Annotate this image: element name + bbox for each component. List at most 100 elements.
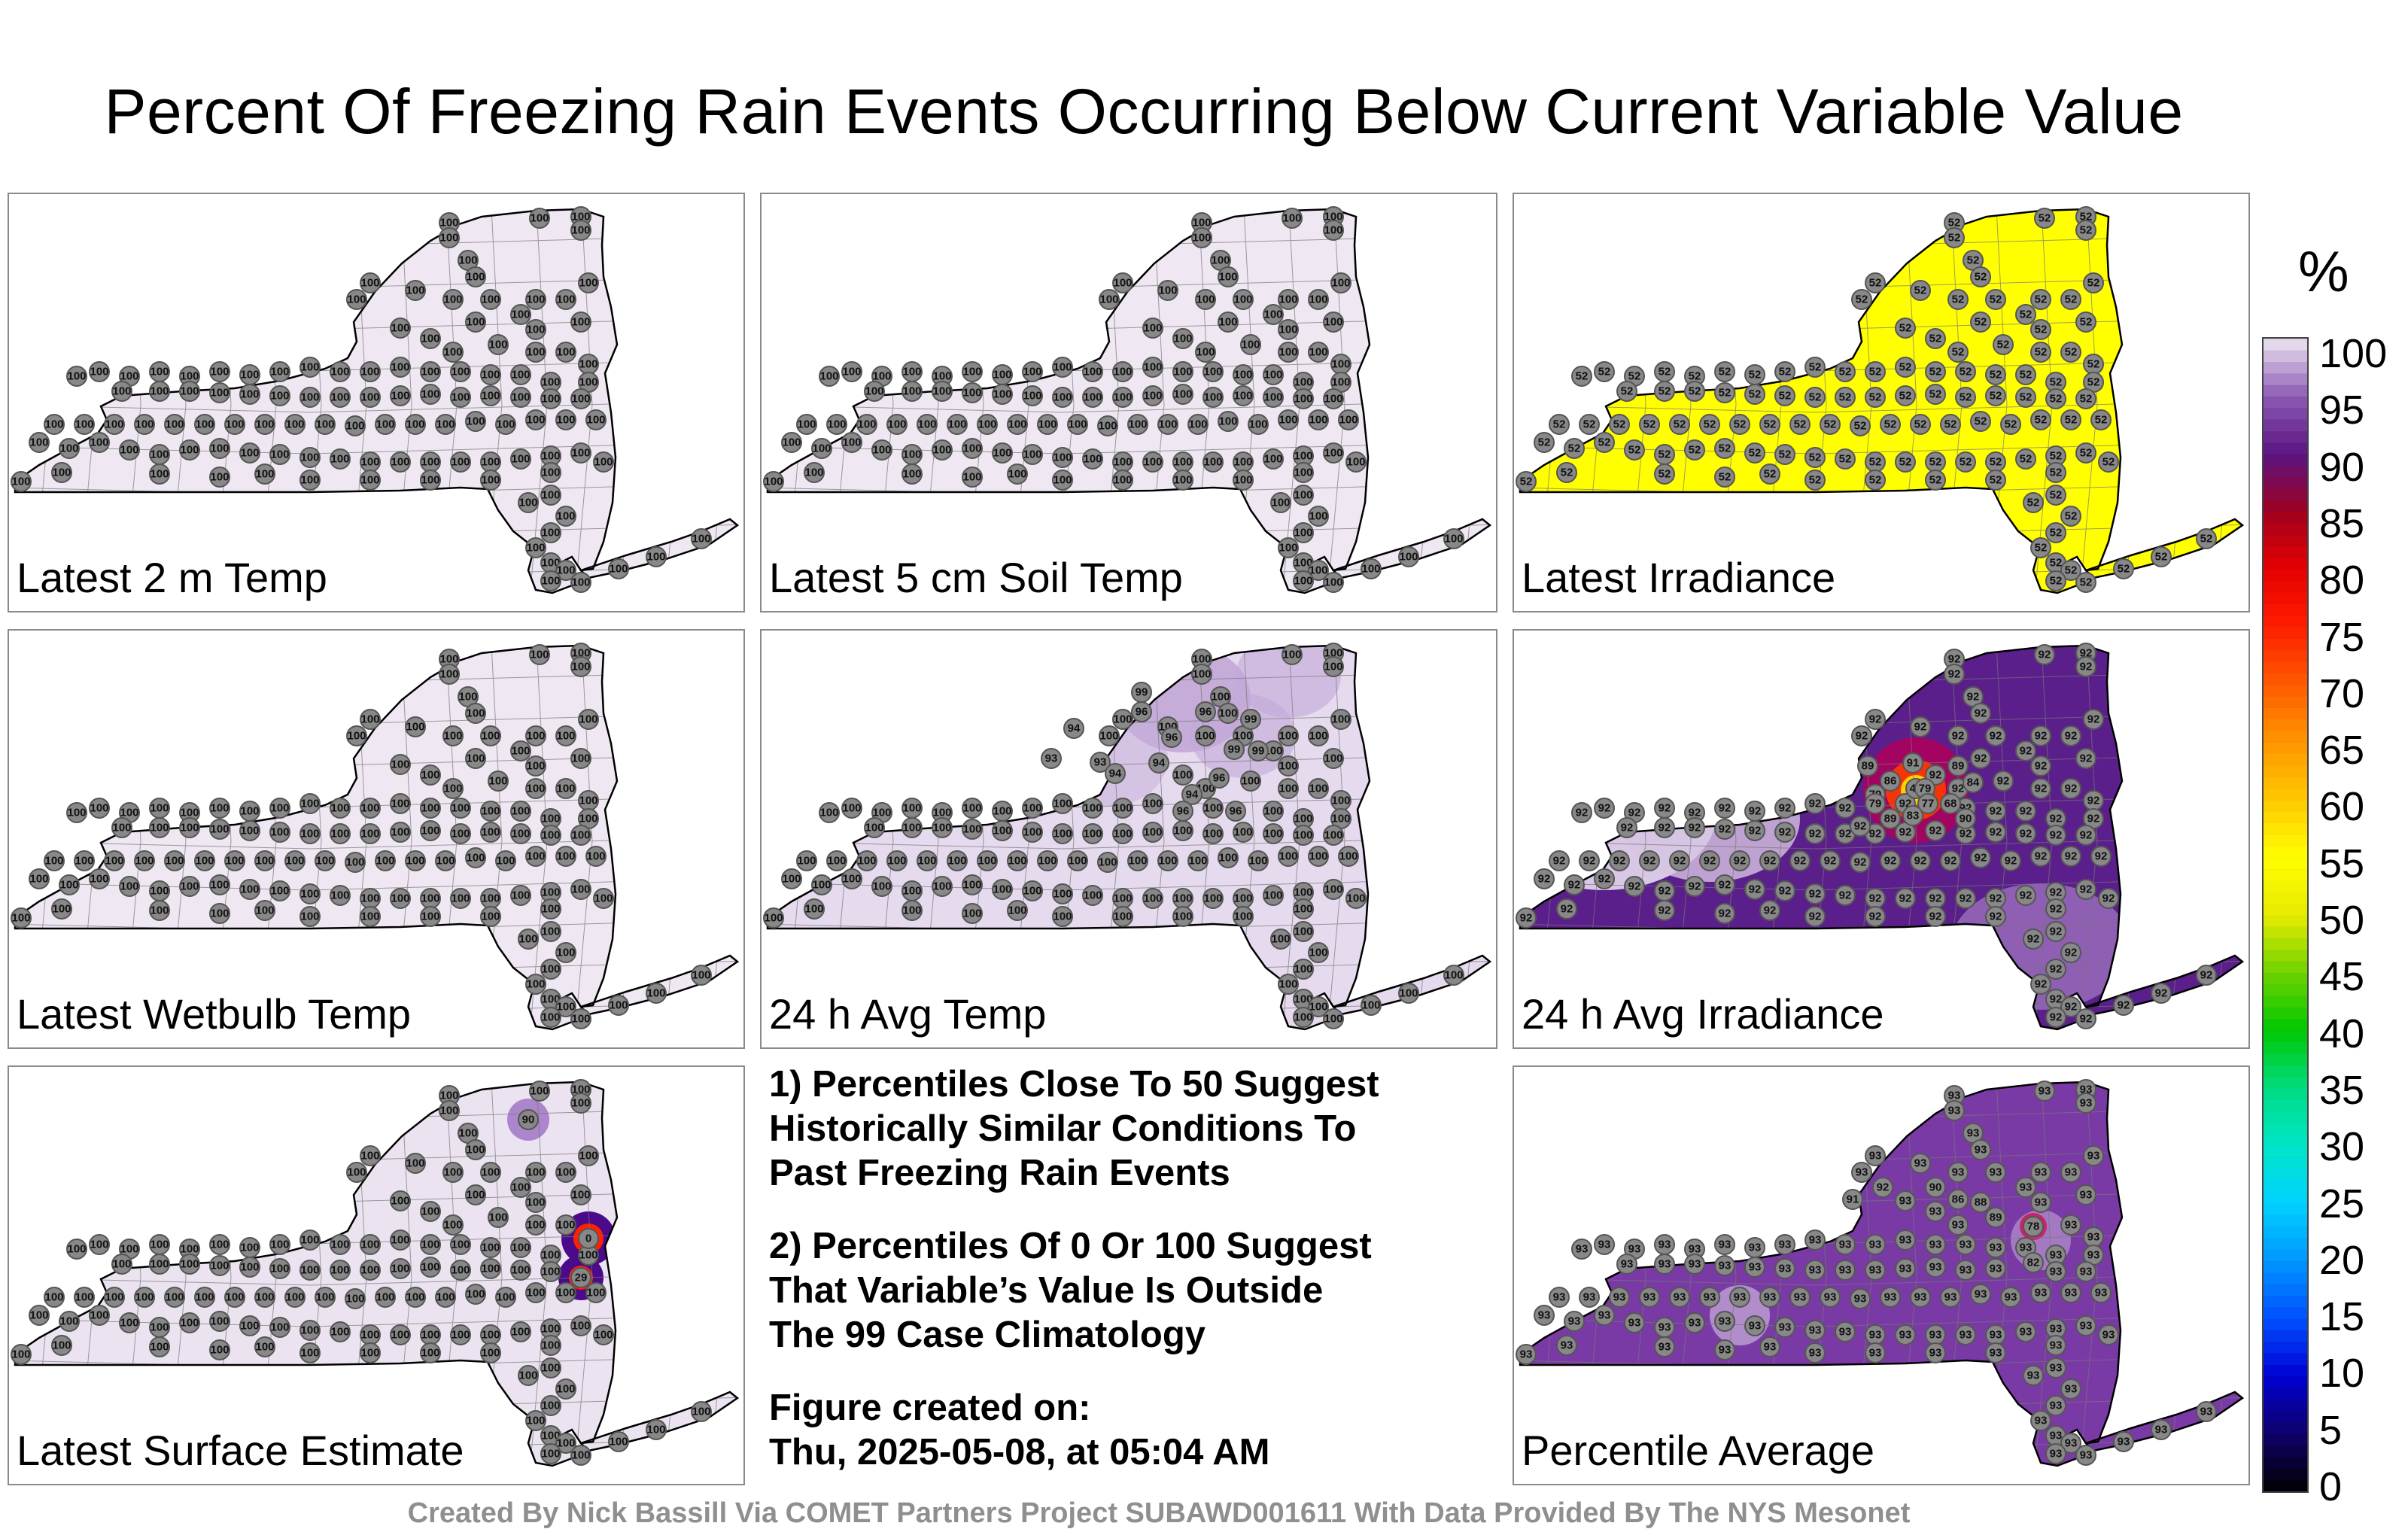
station-marker: 100 bbox=[555, 942, 576, 963]
station-value: 100 bbox=[1068, 855, 1087, 868]
station-value: 93 bbox=[1749, 1320, 1762, 1333]
station-value: 100 bbox=[541, 489, 560, 502]
station-dot bbox=[518, 1109, 539, 1130]
station-value: 100 bbox=[1324, 1013, 1342, 1026]
station-marker: 100 bbox=[1022, 385, 1043, 406]
station-marker: 100 bbox=[555, 846, 576, 867]
station-value: 92 bbox=[2050, 886, 2063, 899]
station-dot bbox=[390, 318, 411, 339]
station-marker: 100 bbox=[194, 850, 215, 871]
colorbar-band bbox=[2264, 1203, 2307, 1215]
station-dot bbox=[134, 414, 155, 435]
station-marker: 100 bbox=[480, 470, 501, 491]
station-value: 100 bbox=[541, 393, 560, 406]
station-dot bbox=[1985, 1342, 2006, 1363]
station-value: 100 bbox=[541, 1448, 560, 1461]
county-line bbox=[618, 209, 638, 593]
station-dot bbox=[1993, 771, 2014, 792]
station-value: 92 bbox=[2155, 987, 2168, 1000]
station-marker: 100 bbox=[488, 334, 509, 355]
station-marker: 100 bbox=[1202, 823, 1224, 844]
station-dot bbox=[450, 1260, 471, 1281]
station-marker: 100 bbox=[435, 850, 456, 871]
station-value: 100 bbox=[1361, 563, 1380, 576]
station-value: 92 bbox=[2065, 730, 2078, 743]
station-dot bbox=[1097, 415, 1118, 436]
station-dot bbox=[1910, 414, 1931, 435]
station-dot bbox=[2015, 801, 2036, 822]
station-dot bbox=[480, 822, 501, 843]
station-value: 92 bbox=[1990, 826, 2002, 839]
station-dot bbox=[1225, 801, 1246, 822]
station-dot bbox=[1202, 823, 1224, 844]
station-value: 93 bbox=[2050, 1339, 2063, 1352]
station-dot bbox=[1804, 470, 1826, 491]
station-marker: 100 bbox=[254, 900, 275, 921]
station-dot bbox=[1895, 357, 1916, 378]
station-dot bbox=[1714, 438, 1735, 459]
station-value: 100 bbox=[436, 855, 455, 868]
station-marker: 100 bbox=[763, 907, 784, 929]
station-marker: 52 bbox=[1609, 414, 1630, 435]
station-dot bbox=[1714, 1255, 1735, 1276]
station-value: 100 bbox=[571, 1449, 590, 1462]
station-marker-highlight: 96 bbox=[1172, 801, 1193, 822]
station-marker: 93 bbox=[1880, 1287, 1901, 1308]
station-value: 93 bbox=[2080, 1189, 2093, 1202]
station-marker: 100 bbox=[488, 1207, 509, 1228]
station-marker: 52 bbox=[1925, 361, 1946, 382]
station-dot bbox=[254, 1336, 275, 1357]
station-marker: 52 bbox=[1684, 381, 1705, 402]
station-marker: 100 bbox=[962, 874, 983, 895]
station-value: 100 bbox=[511, 369, 530, 381]
station-value: 100 bbox=[902, 448, 921, 461]
station-marker: 92 bbox=[1714, 798, 1735, 819]
station-dot bbox=[540, 462, 561, 483]
station-dot bbox=[932, 876, 953, 897]
colorbar-band bbox=[2264, 361, 2307, 374]
station-marker: 52 bbox=[1955, 451, 1976, 473]
station-dot bbox=[1774, 1234, 1795, 1255]
station-dot bbox=[2015, 304, 2036, 325]
station-dot bbox=[1865, 470, 1886, 491]
colorbar-band bbox=[2264, 558, 2307, 570]
station-dot bbox=[1970, 411, 1991, 432]
station-value: 52 bbox=[2155, 551, 2168, 564]
station-marker: 93 bbox=[2045, 1395, 2066, 1416]
station-dot bbox=[1804, 447, 1826, 468]
colorbar-tick-label: 35 bbox=[2319, 1067, 2365, 1113]
panel-label: Latest Irradiance bbox=[1522, 554, 1836, 601]
station-dot bbox=[2098, 451, 2119, 473]
station-value: 100 bbox=[391, 758, 409, 771]
station-value: 100 bbox=[1196, 730, 1215, 743]
station-marker: 92 bbox=[1616, 817, 1637, 838]
station-value: 100 bbox=[391, 892, 409, 905]
station-dot bbox=[480, 364, 501, 385]
station-dot bbox=[1361, 995, 1382, 1016]
station-value: 52 bbox=[1948, 217, 1961, 229]
station-value: 92 bbox=[1520, 912, 1533, 925]
station-value: 92 bbox=[1990, 805, 2002, 818]
station-marker: 100 bbox=[458, 1123, 479, 1144]
station-marker: 100 bbox=[458, 686, 479, 707]
station-dot bbox=[1910, 716, 1931, 737]
station-value: 100 bbox=[526, 1287, 545, 1299]
station-marker: 100 bbox=[1112, 470, 1133, 491]
station-marker: 100 bbox=[269, 822, 290, 843]
station-value: 92 bbox=[1734, 855, 1747, 868]
station-value: 100 bbox=[1053, 910, 1072, 923]
station-dot bbox=[29, 1305, 50, 1326]
station-marker: 93 bbox=[1639, 1287, 1660, 1308]
station-dot bbox=[525, 778, 546, 799]
station-dot bbox=[1099, 725, 1120, 746]
station-dot bbox=[2015, 364, 2036, 385]
station-value: 92 bbox=[1598, 873, 1611, 886]
station-marker: 100 bbox=[540, 485, 561, 506]
station-value: 100 bbox=[1173, 825, 1192, 837]
station-dot bbox=[1609, 414, 1630, 435]
station-marker: 100 bbox=[465, 312, 486, 333]
station-value: 52 bbox=[2065, 510, 2078, 523]
station-dot bbox=[442, 289, 464, 310]
station-value: 100 bbox=[300, 391, 319, 404]
station-marker: 93 bbox=[1955, 1260, 1976, 1281]
